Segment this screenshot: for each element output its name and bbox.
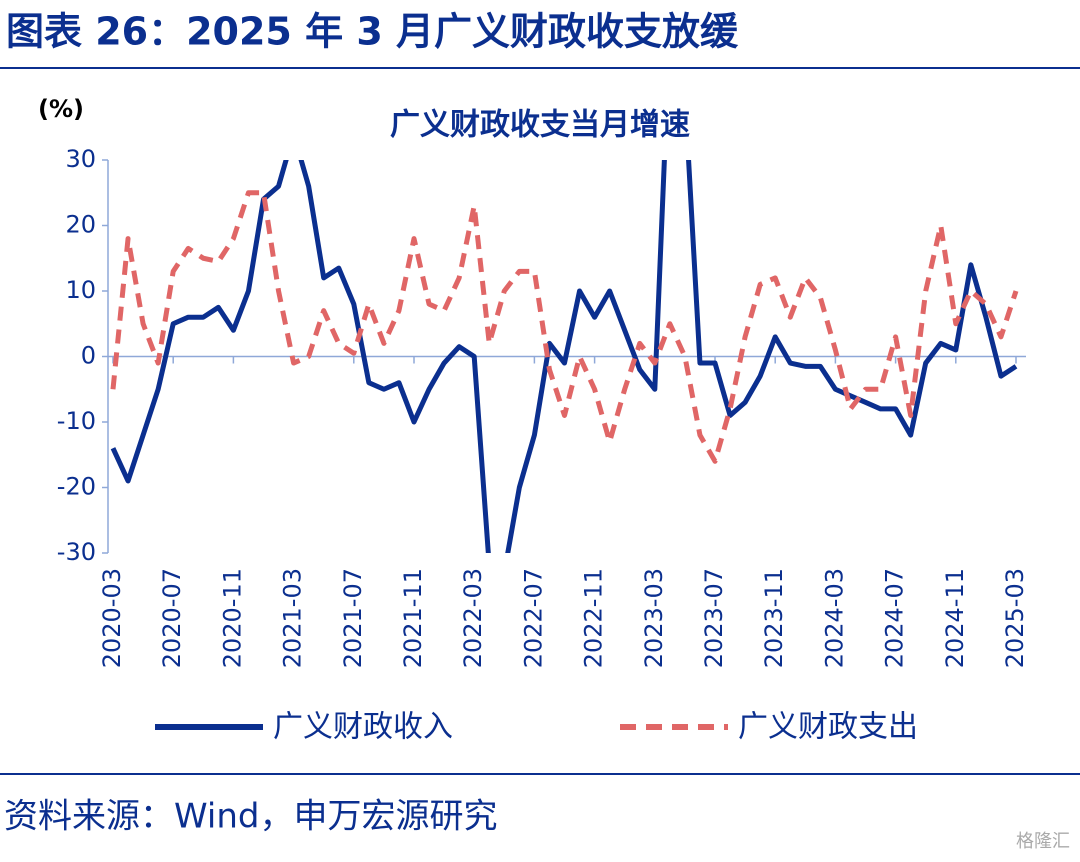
x-tick-label: 2022-03 — [459, 568, 487, 668]
y-tick-label: -10 — [57, 407, 96, 435]
y-tick-label: 0 — [81, 342, 96, 370]
y-tick-label: -30 — [57, 538, 96, 566]
x-tick-label: 2023-03 — [640, 568, 668, 668]
y-tick-label: 30 — [65, 145, 96, 173]
series-line — [110, 190, 1019, 464]
x-tick-label: 2023-07 — [700, 568, 728, 668]
x-tick-label: 2023-11 — [760, 568, 788, 668]
x-tick-label: 2024-03 — [820, 568, 848, 668]
watermark: 格隆汇 — [1016, 831, 1070, 852]
x-tick-label: 2021-03 — [279, 568, 307, 668]
x-tick-label: 2022-11 — [580, 568, 608, 668]
legend-label: 广义财政支出 — [738, 710, 918, 745]
x-tick-label: 2022-07 — [519, 568, 547, 668]
y-tick-label: -20 — [57, 473, 96, 501]
x-tick-label: 2020-07 — [158, 568, 186, 668]
y-axis-label: (%) — [38, 95, 84, 123]
chart-title: 广义财政收支当月增速 — [390, 108, 690, 143]
y-tick-label: 10 — [65, 276, 96, 304]
x-tick-label: 2024-11 — [941, 568, 969, 668]
x-tick-label: 2021-11 — [399, 568, 427, 668]
source: 资料来源：Wind，申万宏源研究 — [4, 797, 497, 837]
x-tick-label: 2021-07 — [339, 568, 367, 668]
plot-area — [110, 160, 1019, 553]
x-tick-label: 2025-03 — [1001, 568, 1029, 668]
x-tick-label: 2020-11 — [218, 568, 246, 668]
page-title: 图表 26：2025 年 3 月广义财政收支放缓 — [6, 10, 739, 54]
y-tick-label: 20 — [65, 211, 96, 239]
x-tick-label: 2020-03 — [98, 568, 126, 668]
x-tick-label: 2024-07 — [881, 568, 909, 668]
legend-label: 广义财政收入 — [273, 710, 453, 745]
